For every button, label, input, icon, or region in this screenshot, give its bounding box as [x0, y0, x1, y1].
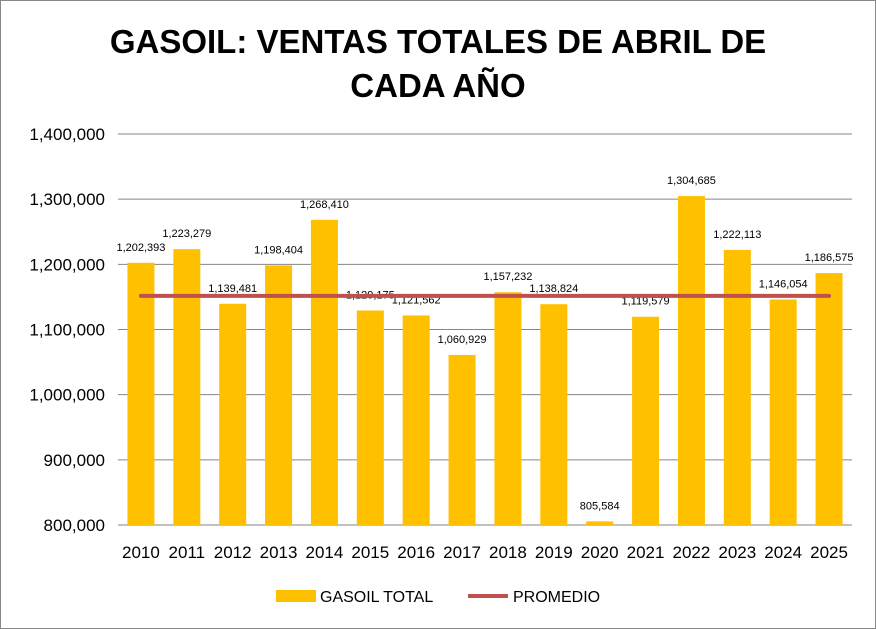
x-tick-label: 2025	[810, 543, 848, 562]
x-tick-label: 2013	[260, 543, 298, 562]
x-tick-label: 2021	[627, 543, 665, 562]
legend-swatch-gasoil-total	[276, 590, 316, 602]
x-tick-label: 2010	[122, 543, 160, 562]
y-tick-label: 1,200,000	[29, 255, 105, 274]
bar-2012	[219, 303, 247, 525]
bar-2018	[494, 292, 522, 525]
x-tick-label: 2019	[535, 543, 573, 562]
data-label: 1,268,410	[300, 199, 349, 211]
x-tick-label: 2014	[306, 543, 344, 562]
data-label: 805,584	[580, 500, 620, 512]
bar-2025	[815, 273, 843, 525]
bar-2016	[402, 315, 430, 525]
x-tick-label: 2017	[443, 543, 481, 562]
bar-2011	[173, 249, 201, 525]
y-tick-label: 900,000	[44, 451, 105, 470]
bar-2019	[540, 304, 568, 525]
bar-2015	[356, 310, 384, 525]
legend-label-gasoil-total: GASOIL TOTAL	[320, 589, 433, 606]
y-tick-label: 1,400,000	[29, 125, 105, 144]
data-label: 1,146,054	[759, 278, 808, 290]
x-tick-label: 2016	[397, 543, 435, 562]
data-label: 1,138,824	[529, 283, 578, 295]
data-label: 1,202,393	[116, 242, 165, 254]
data-label: 1,223,279	[162, 228, 211, 240]
chart-title-line-2: CADA AÑO	[350, 67, 526, 104]
x-tick-label: 2012	[214, 543, 252, 562]
y-tick-label: 1,100,000	[29, 321, 105, 340]
bar-2020	[586, 521, 614, 525]
x-tick-label: 2024	[764, 543, 802, 562]
x-tick-label: 2018	[489, 543, 527, 562]
y-tick-label: 800,000	[44, 516, 105, 535]
x-tick-label: 2023	[718, 543, 756, 562]
x-tick-label: 2022	[673, 543, 711, 562]
data-label: 1,139,481	[208, 283, 257, 295]
y-tick-label: 1,300,000	[29, 190, 105, 209]
bar-2021	[632, 316, 660, 525]
bar-2017	[448, 354, 476, 525]
x-tick-label: 2015	[351, 543, 389, 562]
bar-2023	[723, 249, 751, 525]
chart-title: GASOIL: VENTAS TOTALES DE ABRIL DE CADA …	[0, 20, 876, 108]
x-tick-label: 2020	[581, 543, 619, 562]
data-label: 1,119,579	[622, 296, 670, 308]
data-label: 1,198,404	[254, 244, 303, 256]
x-tick-label: 2011	[169, 543, 206, 562]
bar-2014	[310, 219, 338, 526]
data-label: 1,060,929	[438, 334, 487, 346]
data-label: 1,186,575	[805, 252, 854, 264]
legend-label-promedio: PROMEDIO	[513, 589, 600, 606]
data-label: 1,222,113	[713, 229, 761, 241]
y-tick-label: 1,000,000	[29, 386, 105, 405]
data-label: 1,157,232	[483, 271, 532, 283]
bar-2022	[677, 196, 705, 526]
bar-2013	[265, 265, 293, 525]
data-label: 1,304,685	[667, 175, 716, 187]
chart-title-line-1: GASOIL: VENTAS TOTALES DE ABRIL DE	[109, 23, 767, 60]
bar-2010	[127, 262, 155, 525]
bar-2024	[769, 299, 797, 525]
